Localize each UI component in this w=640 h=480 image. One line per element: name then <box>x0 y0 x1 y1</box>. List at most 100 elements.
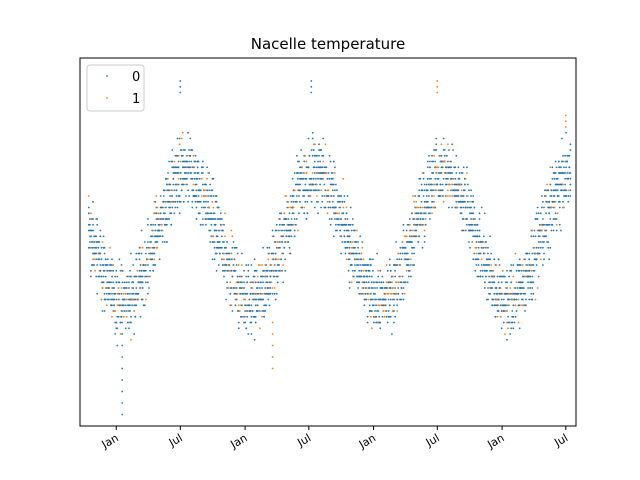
point-series-0 <box>95 252 98 255</box>
point-series-1 <box>456 206 459 209</box>
point-series-0 <box>120 264 123 266</box>
point-series-1 <box>270 264 273 266</box>
point-series-0 <box>206 166 209 169</box>
point-series-0 <box>536 218 539 220</box>
point-series-0 <box>396 258 399 261</box>
point-series-0 <box>211 258 214 261</box>
point-series-0 <box>476 235 479 238</box>
point-series-0 <box>195 183 198 186</box>
point-series-1 <box>451 195 453 197</box>
x-tick-label: Jul <box>166 431 185 449</box>
point-series-0 <box>451 206 453 209</box>
point-series-1 <box>101 241 104 243</box>
point-series-0 <box>268 304 271 307</box>
point-series-0 <box>435 143 438 146</box>
point-series-0 <box>470 206 472 209</box>
point-series-0 <box>255 298 258 301</box>
point-series-1 <box>412 229 414 232</box>
point-series-1 <box>326 212 329 215</box>
point-series-1 <box>221 223 223 226</box>
point-series-0 <box>374 287 376 289</box>
point-series-0 <box>379 298 382 301</box>
point-series-0 <box>439 183 442 186</box>
point-series-0 <box>235 287 238 289</box>
point-series-0 <box>106 269 109 272</box>
point-series-0 <box>434 160 437 163</box>
point-series-1 <box>212 206 215 209</box>
point-series-0 <box>276 281 279 284</box>
point-series-0 <box>340 235 343 238</box>
point-series-0 <box>254 315 257 318</box>
point-series-0 <box>448 206 450 209</box>
point-series-1 <box>211 200 214 203</box>
point-series-1 <box>545 195 547 197</box>
point-series-0 <box>539 241 542 243</box>
point-series-0 <box>237 321 240 324</box>
point-series-0 <box>374 310 376 312</box>
point-series-0 <box>336 189 338 192</box>
point-series-0 <box>272 235 275 238</box>
point-series-0 <box>96 218 99 220</box>
point-series-0 <box>195 195 198 197</box>
point-series-0 <box>393 310 395 312</box>
point-series-0 <box>212 195 215 197</box>
point-series-1 <box>208 206 211 209</box>
point-series-0 <box>247 275 250 278</box>
point-series-0 <box>341 241 344 243</box>
point-series-0 <box>331 200 334 203</box>
point-series-0 <box>316 166 318 169</box>
point-series-1 <box>261 315 263 318</box>
point-series-0 <box>327 206 330 209</box>
point-series-0 <box>335 223 337 226</box>
point-series-1 <box>386 287 389 289</box>
point-series-0 <box>393 321 395 324</box>
legend: 0 1 <box>86 64 145 112</box>
point-series-0 <box>347 241 350 243</box>
point-series-0 <box>401 275 404 278</box>
point-series-0 <box>350 229 353 232</box>
point-series-0 <box>138 258 141 261</box>
point-series-0 <box>129 292 131 295</box>
point-series-0 <box>178 195 181 197</box>
point-series-1 <box>514 304 517 307</box>
point-series-0 <box>256 310 259 312</box>
point-series-0 <box>416 223 419 226</box>
point-series-1 <box>361 246 364 249</box>
point-series-1 <box>394 287 396 289</box>
point-series-1 <box>139 246 142 249</box>
point-series-0 <box>344 241 347 243</box>
point-series-1 <box>224 235 226 238</box>
point-series-0 <box>263 269 265 272</box>
point-series-0 <box>537 246 540 249</box>
point-series-0 <box>202 183 204 186</box>
point-series-0 <box>240 292 242 295</box>
point-series-0 <box>485 275 487 278</box>
point-series-0 <box>295 218 298 220</box>
point-series-0 <box>396 264 399 266</box>
point-series-1 <box>259 327 261 330</box>
point-series-0 <box>488 275 490 278</box>
point-series-0 <box>177 166 180 169</box>
point-series-0 <box>424 212 427 215</box>
point-series-1 <box>100 298 103 301</box>
point-series-1 <box>230 229 233 232</box>
point-series-0 <box>429 212 431 215</box>
point-series-0 <box>139 315 142 318</box>
point-series-0 <box>519 264 522 266</box>
point-series-0 <box>359 235 362 238</box>
point-series-0 <box>486 269 488 272</box>
point-series-0 <box>529 275 532 278</box>
point-series-0 <box>349 223 352 226</box>
point-series-0 <box>487 246 489 249</box>
point-series-0 <box>336 229 338 232</box>
point-series-0 <box>463 200 466 203</box>
point-series-0 <box>182 200 185 203</box>
point-series-0 <box>283 223 286 226</box>
point-series-1 <box>460 189 463 192</box>
point-series-0 <box>319 183 321 186</box>
point-series-0 <box>194 172 197 174</box>
point-series-0 <box>379 321 382 324</box>
point-series-0 <box>521 298 524 301</box>
point-series-1 <box>293 189 296 192</box>
point-series-0 <box>155 212 158 215</box>
